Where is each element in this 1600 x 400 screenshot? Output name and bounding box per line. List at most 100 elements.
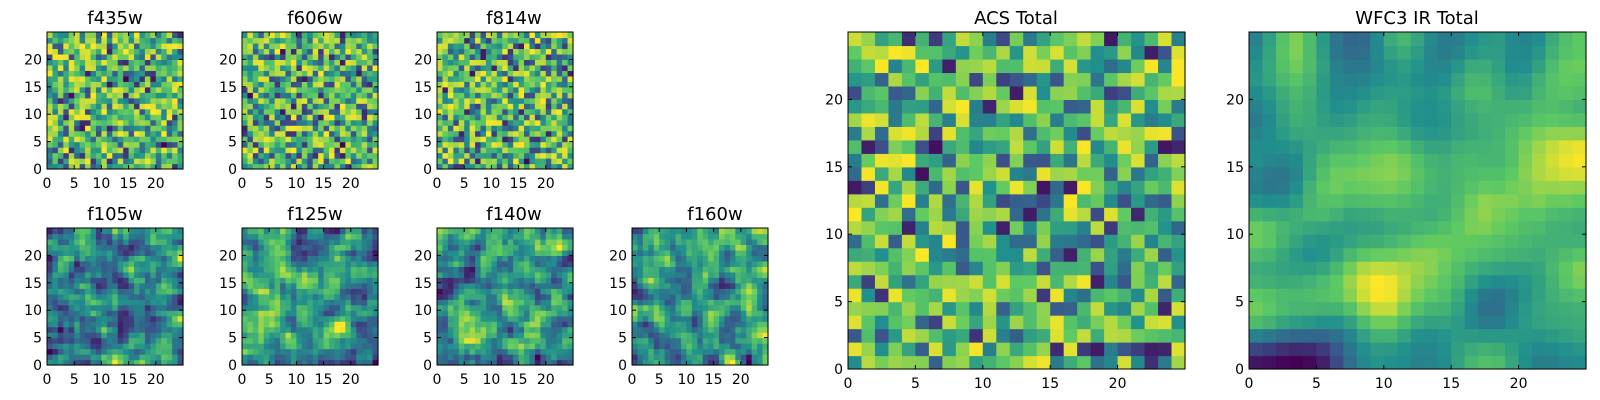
heatmap-cell <box>1023 247 1038 262</box>
heatmap-cell <box>901 328 916 343</box>
heatmap-cell <box>534 337 541 344</box>
heatmap-cell <box>480 97 487 104</box>
heatmap-cell <box>713 271 720 278</box>
heatmap-cell <box>507 277 514 284</box>
heatmap-cell <box>139 32 146 39</box>
heatmap-cell <box>263 310 270 317</box>
heatmap-cell <box>307 92 314 99</box>
heatmap-cell <box>659 249 666 256</box>
heatmap-cell <box>1158 315 1173 330</box>
heatmap-cell <box>307 326 314 333</box>
heatmap-cell <box>274 354 281 361</box>
heatmap-cell <box>567 108 574 115</box>
heatmap-cell <box>735 266 742 273</box>
heatmap-cell <box>177 348 184 355</box>
heatmap-cell <box>955 166 970 181</box>
heatmap-cell <box>285 354 292 361</box>
heatmap-cell <box>112 152 119 159</box>
heatmap-cell <box>485 337 492 344</box>
heatmap-cell <box>263 158 270 165</box>
heatmap-cell <box>134 136 141 143</box>
heatmap-cell <box>318 343 325 350</box>
heatmap-cell <box>345 321 352 328</box>
heatmap-cell <box>285 233 292 240</box>
heatmap-cell <box>290 136 297 143</box>
heatmap-cell <box>247 332 254 339</box>
heatmap-cell <box>101 348 108 355</box>
heatmap-cell <box>307 277 314 284</box>
heatmap-cell <box>123 249 130 256</box>
heatmap-cell <box>372 299 379 306</box>
heatmap-cell <box>534 141 541 148</box>
heatmap-cell <box>52 37 59 44</box>
heatmap-cell <box>513 32 520 39</box>
heatmap-cell <box>296 158 303 165</box>
heatmap-cell <box>247 130 254 137</box>
heatmap-cell <box>144 37 151 44</box>
heatmap-cell <box>280 233 287 240</box>
heatmap-cell <box>339 103 346 110</box>
heatmap-cell <box>675 249 682 256</box>
heatmap-cell <box>350 103 357 110</box>
heatmap-cell <box>664 266 671 273</box>
heatmap-cell <box>480 293 487 300</box>
heatmap-cell <box>507 354 514 361</box>
heatmap-cell <box>63 158 70 165</box>
heatmap-cell <box>242 48 249 55</box>
heatmap-cell <box>888 274 903 289</box>
heatmap-cell <box>442 81 449 88</box>
heatmap-cell <box>128 163 135 170</box>
heatmap-cell <box>524 48 531 55</box>
heatmap-cell <box>263 293 270 300</box>
heatmap-cell <box>367 244 374 251</box>
heatmap-cell <box>79 152 86 159</box>
heatmap-cell <box>453 310 460 317</box>
heatmap-cell <box>664 354 671 361</box>
heatmap-cell <box>79 81 86 88</box>
heatmap-cell <box>372 125 379 132</box>
x-tick-label: 15 <box>705 372 723 388</box>
heatmap-cell <box>969 166 984 181</box>
heatmap-cell <box>296 228 303 235</box>
heatmap-cell <box>361 81 368 88</box>
heatmap-cell <box>1090 342 1105 357</box>
heatmap-cell <box>502 32 509 39</box>
heatmap-cell <box>318 130 325 137</box>
heatmap-cell <box>307 315 314 322</box>
heatmap-cell <box>52 42 59 50</box>
heatmap-cell <box>848 207 863 222</box>
heatmap-cell <box>90 337 97 344</box>
heatmap-cell <box>172 42 179 50</box>
heatmap-cell <box>269 326 276 333</box>
heatmap-cell <box>123 64 130 71</box>
heatmap-cell <box>540 147 547 154</box>
heatmap-cell <box>496 37 503 44</box>
heatmap-cell <box>274 152 281 159</box>
heatmap-cell <box>496 136 503 143</box>
heatmap-cell <box>74 97 81 104</box>
heatmap-cell <box>632 288 639 295</box>
heatmap-cell <box>447 70 454 77</box>
heatmap-cell <box>68 343 75 350</box>
heatmap-cell <box>708 359 715 366</box>
heatmap-cell <box>507 271 514 278</box>
x-tick-label: 20 <box>537 176 555 192</box>
heatmap-cell <box>475 70 482 77</box>
heatmap-cell <box>57 125 64 132</box>
heatmap-cell <box>345 354 352 361</box>
heatmap-cell <box>79 315 86 322</box>
heatmap-cell <box>475 260 482 267</box>
heatmap-cell <box>112 348 119 355</box>
heatmap-cell <box>485 158 492 165</box>
heatmap-cell <box>469 119 476 126</box>
heatmap-cell <box>90 59 97 66</box>
heatmap-cell <box>334 249 341 256</box>
heatmap-cell <box>491 299 498 306</box>
heatmap-cell <box>74 354 81 361</box>
heatmap-cell <box>166 103 173 110</box>
heatmap-cell <box>323 64 330 71</box>
heatmap-cell <box>507 92 514 99</box>
heatmap-cell <box>356 163 363 170</box>
heatmap-cell <box>540 271 547 278</box>
heatmap-cell <box>1063 166 1078 181</box>
